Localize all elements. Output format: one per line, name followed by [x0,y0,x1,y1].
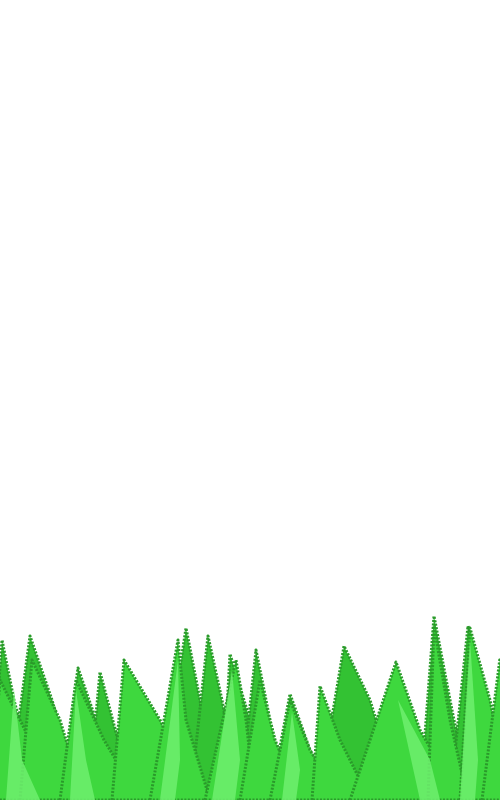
grass-highlight [398,700,440,800]
grass-highlight [282,712,300,800]
grass-blade [148,638,212,800]
grass-highlight [212,670,240,800]
grass-highlight [160,660,180,800]
grass-blade [480,656,500,800]
grass-highlight [6,690,40,800]
grass-illustration [0,614,500,800]
grass-blade [426,624,470,800]
grass-highlight [70,690,95,800]
grass-blade [310,684,372,800]
grass-highlight [460,640,478,800]
grass-highlights [6,640,478,800]
